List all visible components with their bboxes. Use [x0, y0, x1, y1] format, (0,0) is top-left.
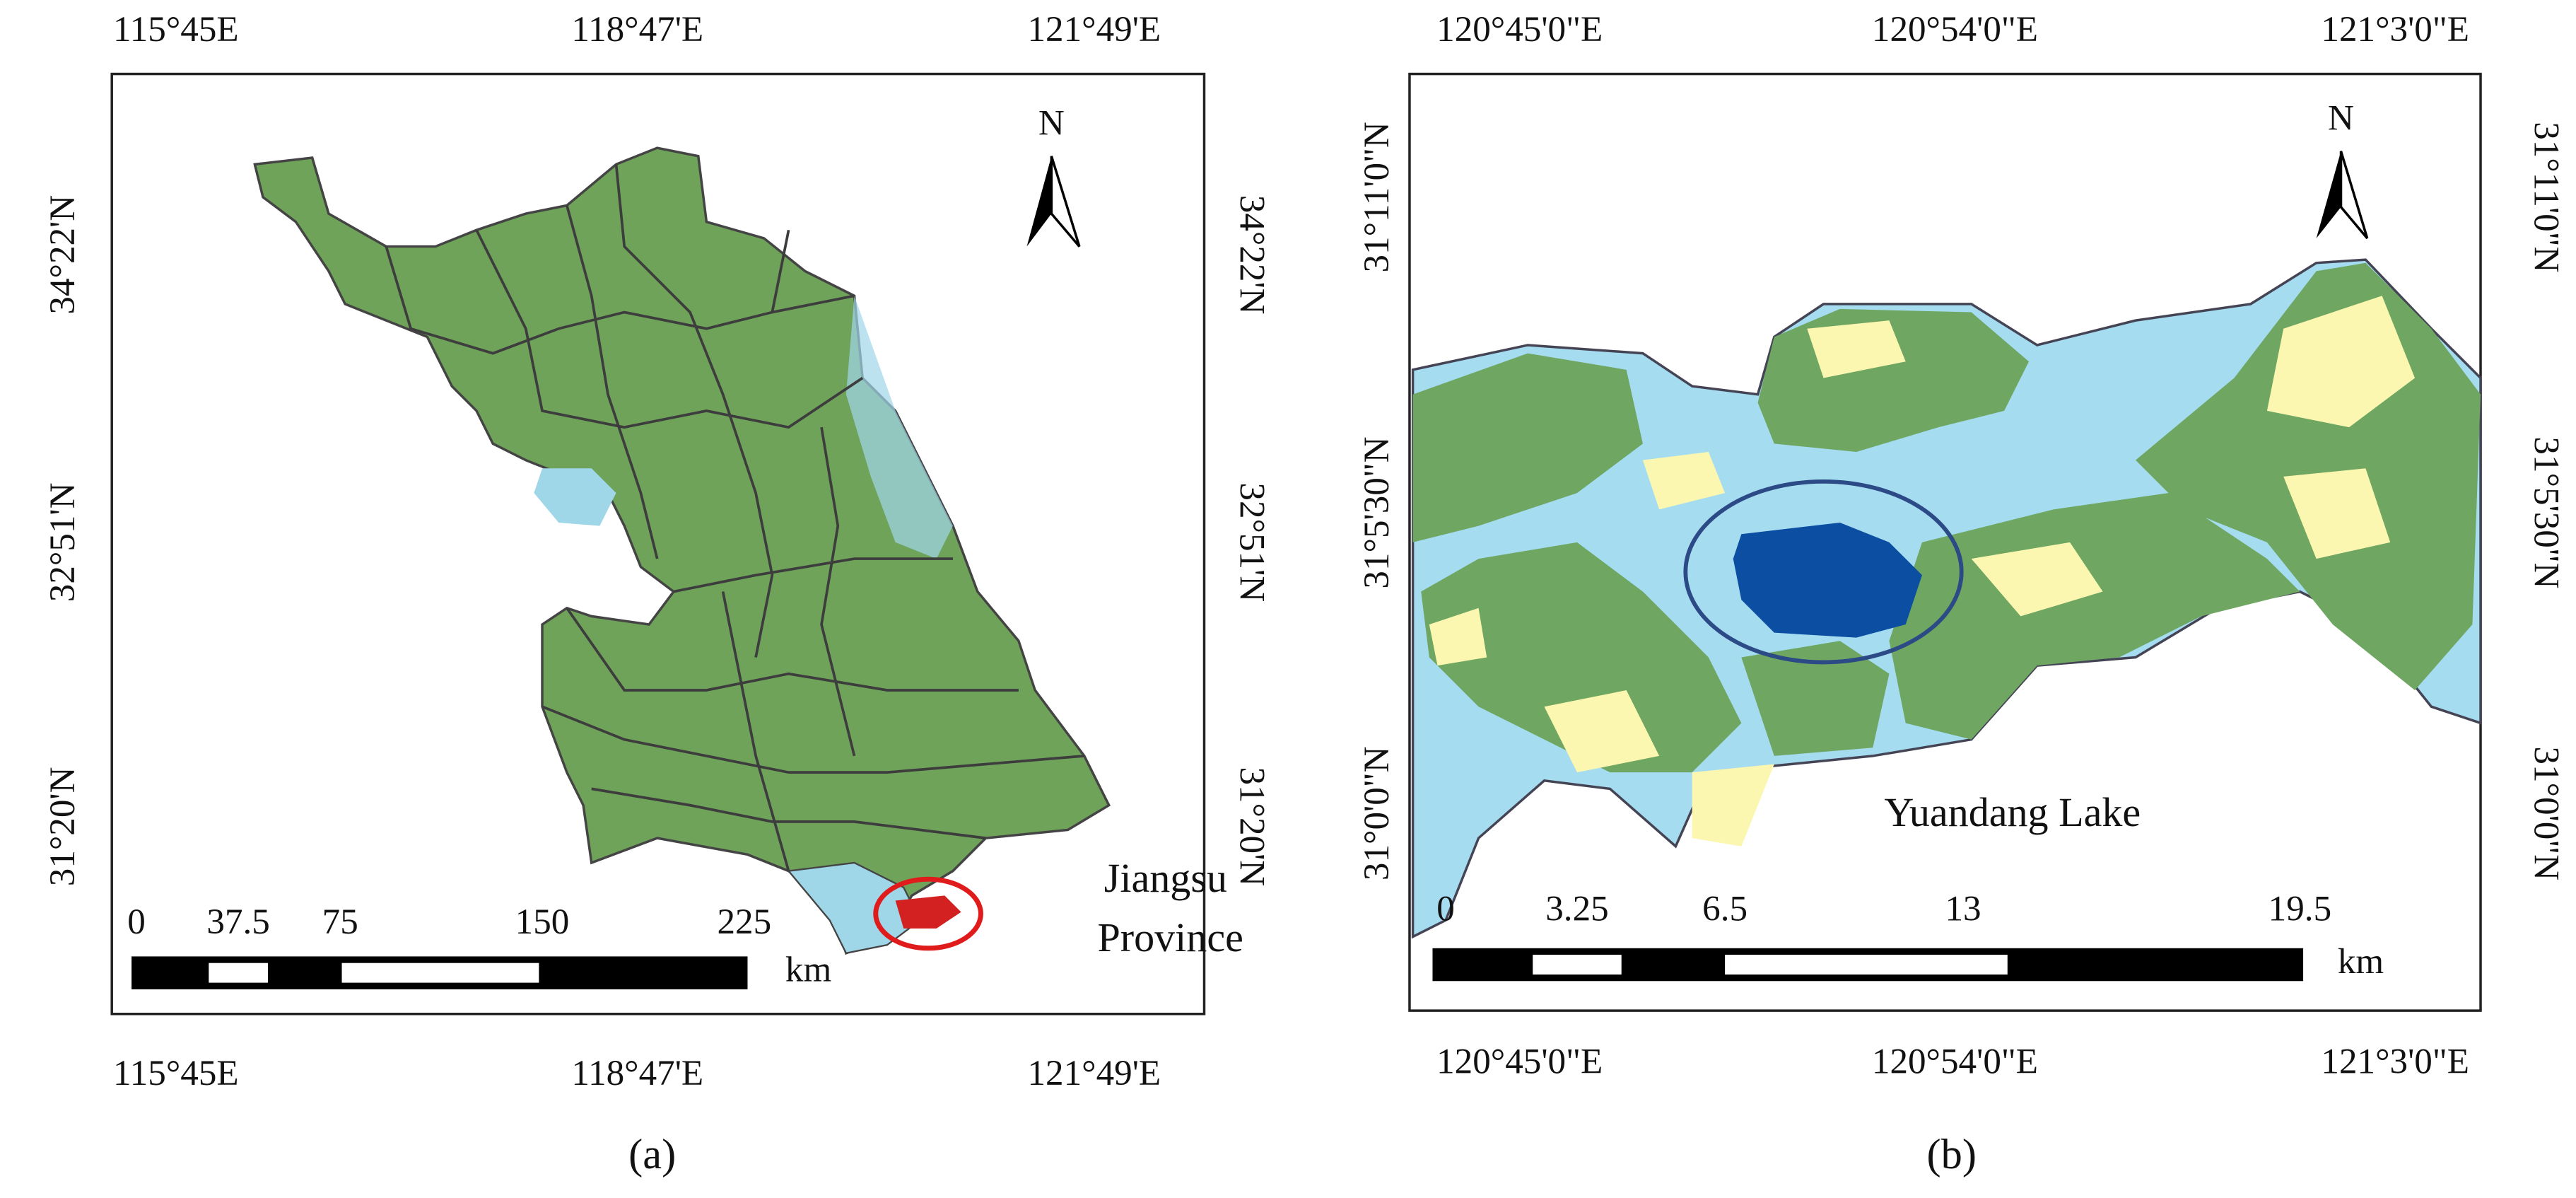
scale-label: 75 [322, 902, 358, 942]
y-coord-label: 32°51'N [42, 482, 83, 602]
x-coord-label: 120°45'0"E [1436, 9, 1603, 50]
scale-label: 13 [1945, 888, 1981, 929]
caption: (a) [628, 1131, 676, 1178]
x-coord-label: 120°54'0"E [1872, 1042, 2038, 1082]
x-coord-label: 120°54'0"E [1872, 9, 2038, 50]
y-coord-label: 31°11'0"N [1357, 122, 1397, 272]
scale-label: 150 [515, 902, 570, 942]
scale-label: 19.5 [2268, 888, 2331, 929]
scale-label: 225 [718, 902, 772, 942]
annotation: Jiangsu [1104, 855, 1227, 901]
y-coord-label: 31°5'30"N [2527, 436, 2567, 588]
y-coord-label: 31°20'N [1231, 767, 1272, 886]
y-coord-label: 34°22'N [42, 195, 83, 315]
x-coord-label: 118°47'E [571, 1053, 703, 1093]
x-coord-label: 121°3'0"E [2321, 9, 2469, 50]
panel-a-map [110, 72, 1206, 1016]
labels: 115°45E 115°45E 118°47'E 118°47'E 121°49'E 12… [42, 9, 2567, 1178]
annotation: Yuandang Lake [1884, 789, 2141, 835]
panel-b-map [1408, 72, 2482, 1012]
x-coord-label: 121°49'E [1027, 1053, 1161, 1093]
x-coord-label: 121°49'E [1027, 9, 1161, 50]
scale-unit: km [2338, 941, 2384, 982]
x-coord-label: 120°45'0"E [1436, 1042, 1603, 1082]
y-coord-label: 32°51'N [1231, 482, 1272, 602]
y-coord-label: 34°22'N [1231, 195, 1272, 315]
scale-unit: km [785, 949, 831, 989]
y-coord-label: 31°11'0"N [2527, 122, 2567, 272]
x-coord-label: 121°3'0"E [2321, 1042, 2469, 1082]
y-coord-label: 31°5'30"N [1357, 436, 1397, 588]
scale-label: 0 [1436, 888, 1455, 929]
y-coord-label: 31°0'0"N [1357, 746, 1397, 880]
scale-label: 37.5 [206, 902, 269, 942]
x-coord-label: 118°47'E [571, 9, 703, 50]
x-coord-label: 115°45E [113, 9, 239, 50]
y-coord-label: 31°0'0"N [2527, 746, 2567, 880]
caption: (b) [1927, 1131, 1977, 1178]
scale-label: 6.5 [1702, 888, 1747, 929]
scale-label: 3.25 [1545, 888, 1608, 929]
north-label: N [1038, 103, 1065, 144]
x-coord-label: 115°45E [113, 1053, 239, 1093]
scale-label: 0 [127, 902, 146, 942]
y-coord-label: 31°20'N [42, 767, 83, 886]
annotation: Province [1097, 914, 1243, 960]
north-label: N [2328, 98, 2354, 139]
